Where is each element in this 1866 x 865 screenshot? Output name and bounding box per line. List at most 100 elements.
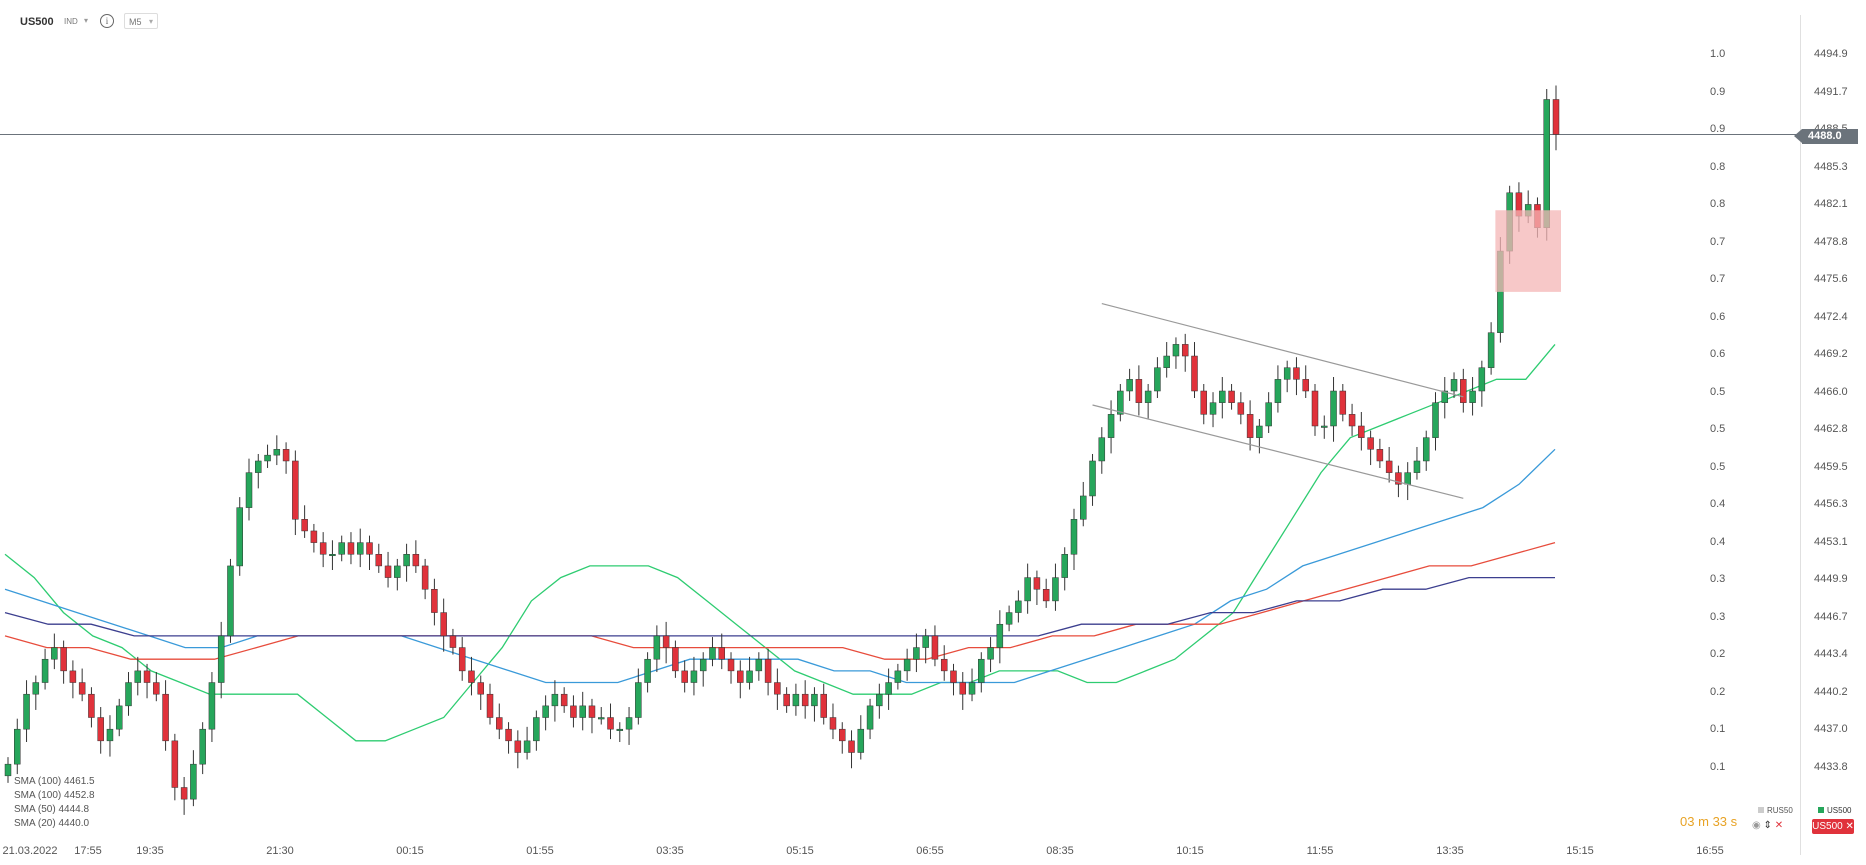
channel-lower-line bbox=[1092, 404, 1464, 499]
candle-body bbox=[496, 717, 503, 730]
candle-body bbox=[412, 554, 420, 567]
candle-body bbox=[1283, 367, 1291, 380]
compare-us500-button[interactable]: US500 ✕ bbox=[1812, 819, 1854, 834]
candle-body bbox=[848, 740, 855, 753]
candle-body bbox=[1432, 402, 1439, 438]
ratio-tick-label: 0.8 bbox=[1710, 198, 1726, 210]
candle-body bbox=[449, 635, 457, 648]
candle-body bbox=[996, 623, 1004, 648]
candle-body bbox=[1293, 367, 1300, 380]
timeframe-select[interactable]: M5 ▾ bbox=[124, 13, 158, 29]
candle-body bbox=[978, 658, 985, 683]
candle-body bbox=[347, 542, 355, 555]
candle-body bbox=[505, 728, 512, 742]
candle-body bbox=[968, 682, 976, 695]
candle-body bbox=[792, 693, 800, 707]
candle-countdown: 03 m 33 s bbox=[1680, 814, 1738, 829]
price-tick-label: 4478.8 bbox=[1814, 235, 1848, 248]
candle-body bbox=[440, 612, 447, 637]
candle-body bbox=[876, 693, 883, 707]
time-tick-label: 21:30 bbox=[266, 845, 294, 857]
candle-body bbox=[1460, 379, 1467, 403]
close-icon[interactable]: ✕ bbox=[1774, 820, 1784, 831]
candle-body bbox=[97, 717, 104, 742]
candle-body bbox=[681, 670, 688, 683]
ratio-tick-label: 1.0 bbox=[1710, 48, 1726, 60]
indicator-legend: SMA (100) 4461.5 SMA (100) 4452.8 SMA (5… bbox=[14, 775, 95, 831]
channel-upper-line bbox=[1101, 302, 1464, 398]
sort-icon[interactable]: ⇕ bbox=[1763, 820, 1772, 831]
compare-rus50-label: RUS50 bbox=[1758, 806, 1793, 815]
candle-body bbox=[245, 472, 253, 508]
eye-icon[interactable]: ◉ bbox=[1752, 820, 1761, 831]
ratio-tick-label: 0.1 bbox=[1710, 723, 1726, 735]
time-tick-label: 21.03.2022 bbox=[2, 845, 58, 857]
candle-body bbox=[829, 717, 837, 730]
candle-body bbox=[616, 728, 624, 731]
info-icon[interactable]: i bbox=[100, 14, 114, 28]
candle-body bbox=[1117, 390, 1124, 415]
candle-body bbox=[51, 647, 58, 660]
candle-body bbox=[1441, 390, 1449, 403]
candle-body bbox=[1015, 600, 1022, 613]
candle-body bbox=[319, 542, 327, 555]
chevron-down-icon[interactable]: ▾ bbox=[84, 16, 89, 25]
indicator-dropdown[interactable]: IND bbox=[64, 17, 78, 26]
ratio-tick-label: 0.5 bbox=[1710, 423, 1726, 435]
chart-header: US500 IND ▾ i M5 ▾ bbox=[0, 0, 1800, 40]
candle-body bbox=[1191, 355, 1198, 392]
legend-item[interactable]: SMA (100) 4461.5 bbox=[14, 776, 95, 787]
time-tick-label: 17:55 bbox=[74, 845, 102, 857]
candle-body bbox=[1033, 577, 1041, 590]
candle-body bbox=[190, 763, 197, 800]
candle-body bbox=[1330, 390, 1337, 427]
candle-body bbox=[755, 658, 763, 672]
candle-body bbox=[625, 717, 633, 730]
ratio-tick-label: 0.2 bbox=[1710, 648, 1726, 660]
candle-body bbox=[69, 670, 77, 683]
candle-body bbox=[1487, 332, 1495, 368]
price-tick-label: 4433.8 bbox=[1814, 760, 1848, 773]
time-tick-label: 08:35 bbox=[1046, 845, 1074, 857]
candle-body bbox=[811, 693, 818, 707]
legend-item[interactable]: SMA (100) 4452.8 bbox=[14, 790, 95, 801]
price-tick-label: 4453.1 bbox=[1814, 535, 1848, 548]
price-tick-label: 4475.6 bbox=[1814, 273, 1848, 285]
price-tick-label: 4482.1 bbox=[1814, 198, 1848, 210]
candle-body bbox=[987, 647, 994, 660]
compare-rus50-controls[interactable]: ◉ ⇕ ✕ bbox=[1752, 820, 1783, 831]
candle-body bbox=[1024, 577, 1031, 602]
candle-body bbox=[1395, 472, 1402, 485]
candle-body bbox=[1358, 425, 1365, 438]
ratio-tick-label: 0.8 bbox=[1710, 160, 1726, 173]
time-tick-label: 01:55 bbox=[526, 845, 554, 857]
time-tick-label: 16:55 bbox=[1696, 845, 1724, 857]
candle-body bbox=[1311, 390, 1319, 427]
candle-body bbox=[579, 705, 586, 718]
ratio-tick-label: 0.5 bbox=[1710, 460, 1726, 473]
candle-body bbox=[1052, 577, 1059, 602]
candle-body bbox=[180, 787, 188, 800]
candle-body bbox=[1163, 355, 1170, 368]
candle-body bbox=[1005, 612, 1013, 625]
ratio-tick-label: 0.7 bbox=[1710, 235, 1726, 248]
candle-body bbox=[931, 635, 939, 660]
price-tick-label: 4494.9 bbox=[1814, 48, 1848, 60]
symbol-label[interactable]: US500 bbox=[20, 16, 54, 28]
ratio-tick-label: 0.9 bbox=[1710, 123, 1726, 135]
candle-body bbox=[597, 717, 605, 720]
candle-body bbox=[14, 728, 21, 765]
ratio-tick-label: 0.2 bbox=[1710, 685, 1726, 698]
ratio-tick-label: 0.9 bbox=[1710, 85, 1726, 98]
candle-body bbox=[4, 763, 12, 777]
candle-body bbox=[1228, 390, 1235, 403]
candle-body bbox=[468, 670, 475, 683]
candle-body bbox=[764, 658, 772, 683]
candle-body bbox=[1061, 554, 1068, 578]
sma-line bbox=[4, 576, 1555, 637]
candle-body bbox=[171, 740, 179, 788]
axis-divider bbox=[1800, 15, 1801, 855]
legend-item[interactable]: SMA (50) 4444.8 bbox=[14, 804, 90, 815]
legend-item[interactable]: SMA (20) 4440.0 bbox=[14, 818, 90, 829]
